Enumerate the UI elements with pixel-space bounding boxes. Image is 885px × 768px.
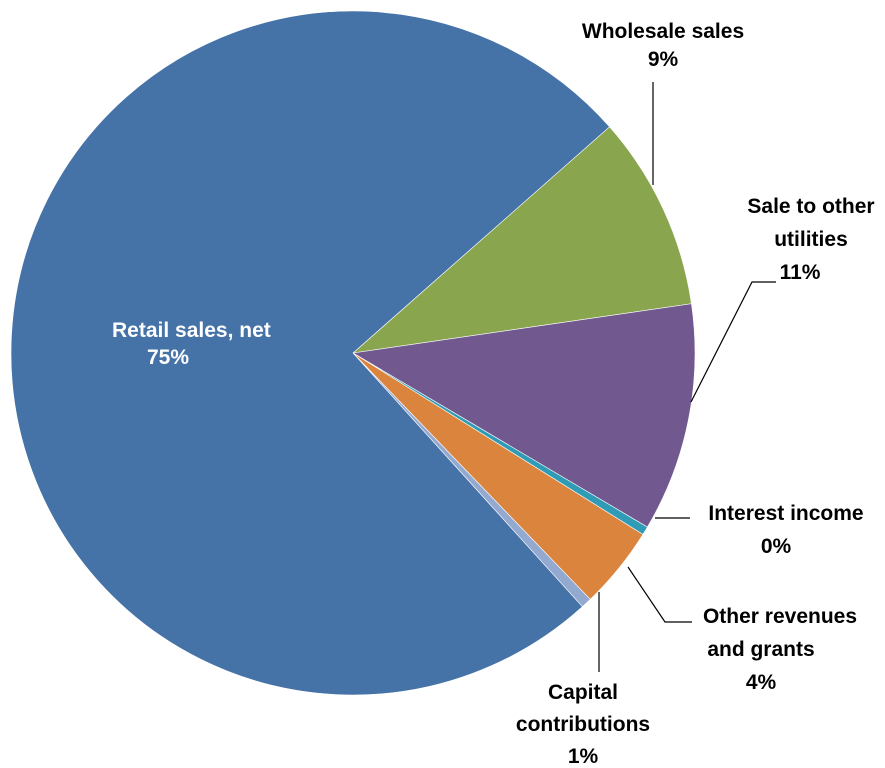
capital-label-line1: Capital [548, 681, 618, 704]
interest-pct: 0% [761, 535, 792, 558]
capital-pct: 1% [568, 745, 599, 768]
interest-label: Interest income [708, 502, 863, 525]
capital-label-line2: contributions [516, 713, 650, 736]
other-pct: 4% [746, 671, 777, 694]
pie-slice-wholesale-sales [352, 126, 692, 354]
other-label-line2: and grants [707, 638, 814, 661]
pie-slice-sale-to-other-utilities [352, 303, 696, 528]
pie-slices [10, 10, 696, 696]
utilities-leader-line [690, 281, 776, 403]
wholesale-label: Wholesale sales [582, 20, 744, 43]
wholesale-pct: 9% [648, 48, 679, 71]
pie-slice-retail-sales-net [10, 10, 610, 696]
utilities-label-line2: utilities [774, 228, 848, 251]
utilities-pct: 11% [780, 261, 821, 284]
utilities-label-line1: Sale to other [747, 195, 874, 218]
retail-label: Retail sales, net [112, 319, 271, 342]
other-leader-line [627, 566, 692, 623]
retail-pct: 75% [147, 346, 189, 369]
other-label-line1: Other revenues [703, 605, 857, 628]
